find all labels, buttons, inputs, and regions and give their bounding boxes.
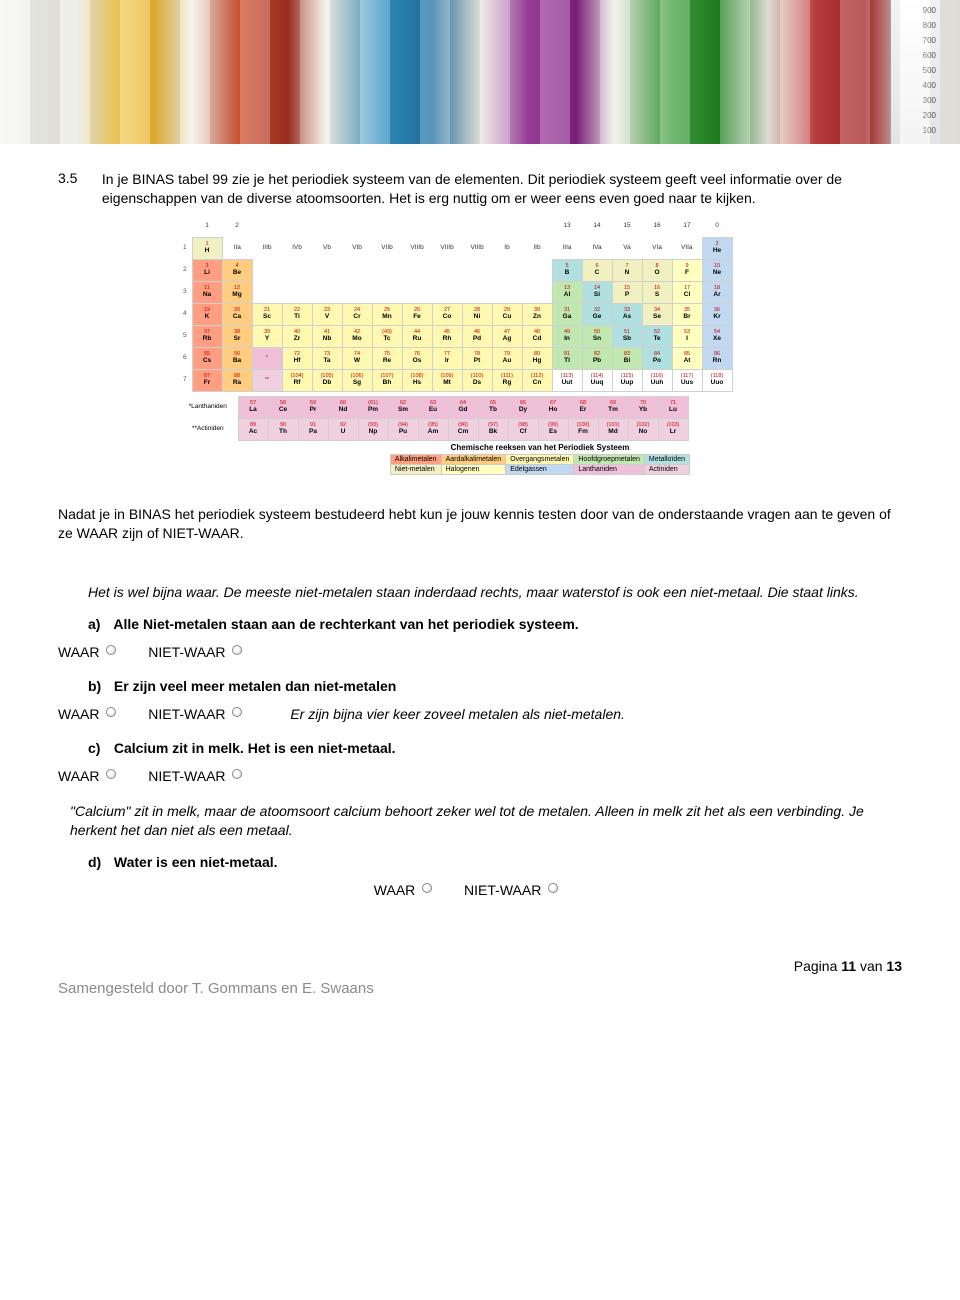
radio-a-niet[interactable]: [232, 645, 242, 655]
question-intro-row: 3.5 In je BINAS tabel 99 zie je het peri…: [58, 170, 902, 208]
question-a-text: Alle Niet-metalen staan aan de rechterka…: [113, 616, 578, 632]
radio-d-niet[interactable]: [548, 883, 558, 893]
header-image: 900800700600500400300200100: [0, 0, 960, 144]
radio-b-niet[interactable]: [232, 707, 242, 717]
question-b-label: b): [88, 678, 110, 694]
radio-a-waar[interactable]: [106, 645, 116, 655]
question-c-label: c): [88, 740, 110, 756]
radio-c-niet[interactable]: [232, 769, 242, 779]
radio-b-waar[interactable]: [106, 707, 116, 717]
opt-waar: WAAR: [58, 644, 99, 660]
header-ruler: 900800700600500400300200100: [890, 0, 940, 144]
periodic-caption: Chemische reeksen van het Periodiek Syst…: [178, 443, 902, 452]
question-intro: In je BINAS tabel 99 zie je het periodie…: [102, 170, 892, 208]
question-c-text: Calcium zit in melk. Het is een niet-met…: [114, 740, 396, 756]
opt-waar: WAAR: [374, 882, 415, 898]
periodic-legend: AlkalimetalenAardalkalimetalenOvergangsm…: [390, 454, 690, 475]
page-content: 3.5 In je BINAS tabel 99 zie je het peri…: [0, 144, 960, 898]
opt-niet: NIET-WAAR: [148, 706, 225, 722]
note-c: "Calcium" zit in melk, maar de atoomsoor…: [70, 802, 902, 840]
footer-author: Samengesteld door T. Gommans en E. Swaan…: [58, 980, 902, 997]
opt-waar: WAAR: [58, 706, 99, 722]
answer-row-c: WAAR NIET-WAAR: [58, 768, 902, 784]
opt-niet: NIET-WAAR: [148, 644, 225, 660]
page-number: Pagina 11 van 13: [58, 958, 902, 974]
question-number: 3.5: [58, 170, 98, 186]
question-d: d) Water is een niet-metaal.: [88, 854, 902, 870]
opt-niet: NIET-WAAR: [148, 768, 225, 784]
question-b: b) Er zijn veel meer metalen dan niet-me…: [88, 678, 902, 694]
question-b-text: Er zijn veel meer metalen dan niet-metal…: [114, 678, 396, 694]
page-footer: Pagina 11 van 13 Samengesteld door T. Go…: [0, 958, 960, 1011]
question-d-text: Water is een niet-metaal.: [114, 854, 278, 870]
note-b: Er zijn bijna vier keer zoveel metalen a…: [290, 706, 625, 722]
radio-d-waar[interactable]: [422, 883, 432, 893]
note-a: Het is wel bijna waar. De meeste niet-me…: [88, 583, 902, 602]
radio-c-waar[interactable]: [106, 769, 116, 779]
opt-niet: NIET-WAAR: [464, 882, 541, 898]
answer-row-a: WAAR NIET-WAAR: [58, 644, 902, 660]
question-c: c) Calcium zit in melk. Het is een niet-…: [88, 740, 902, 756]
answer-row-b: WAAR NIET-WAAR Er zijn bijna vier keer z…: [58, 706, 902, 722]
mid-paragraph: Nadat je in BINAS het periodiek systeem …: [58, 505, 902, 543]
opt-waar: WAAR: [58, 768, 99, 784]
periodic-table: 121314151617011HIIaIIIbIVbVbVIbVIIbVIIIb…: [178, 216, 902, 476]
answer-row-d: WAAR NIET-WAAR: [58, 882, 902, 898]
question-a-label: a): [88, 616, 110, 632]
question-d-label: d): [88, 854, 110, 870]
question-a: a) Alle Niet-metalen staan aan de rechte…: [88, 616, 902, 632]
